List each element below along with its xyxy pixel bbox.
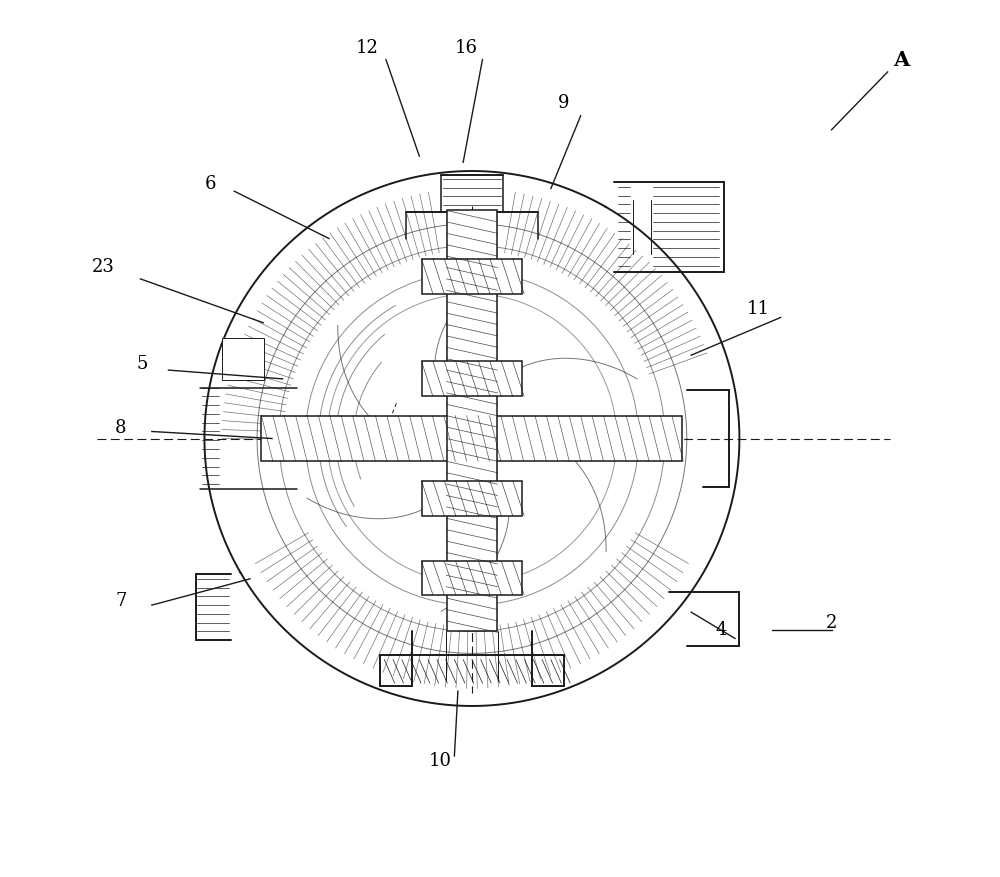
Bar (422, 259, 522, 294)
Text: 9: 9 (557, 95, 569, 112)
Text: 12: 12 (355, 39, 378, 57)
Text: 16: 16 (455, 39, 478, 57)
Text: 2: 2 (826, 614, 837, 631)
Text: 6: 6 (205, 175, 216, 193)
Bar (447, 210, 497, 631)
Bar (422, 361, 522, 396)
Text: 10: 10 (429, 752, 452, 770)
Text: A: A (894, 50, 910, 69)
Text: 11: 11 (747, 300, 770, 317)
Text: 8: 8 (115, 419, 126, 437)
Text: 5: 5 (136, 355, 148, 373)
Bar (422, 561, 522, 595)
Bar (222, 338, 264, 380)
Text: 4: 4 (715, 621, 727, 638)
Text: 7: 7 (115, 592, 127, 610)
Bar (422, 481, 522, 516)
Text: 23: 23 (92, 259, 115, 276)
Bar (261, 416, 682, 461)
